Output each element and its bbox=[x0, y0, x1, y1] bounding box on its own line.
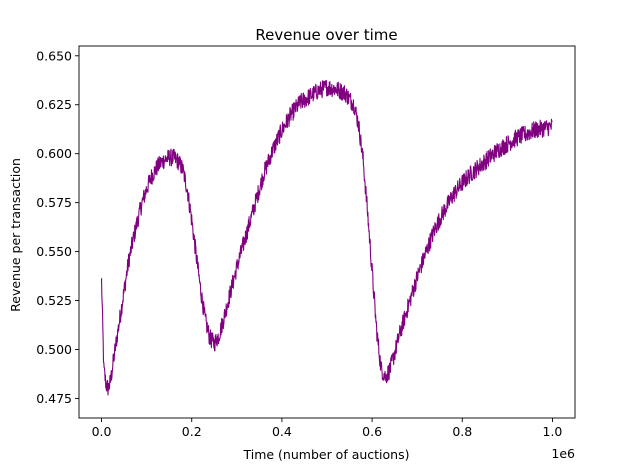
y-tick-label: 0.650 bbox=[36, 48, 72, 63]
x-axis-offset-label: 1e6 bbox=[551, 446, 575, 461]
x-tick-label: 0.2 bbox=[182, 424, 202, 439]
y-tick-label: 0.550 bbox=[36, 244, 72, 259]
x-tick-label: 0.4 bbox=[272, 424, 292, 439]
y-tick-label: 0.575 bbox=[36, 195, 72, 210]
y-tick-label: 0.525 bbox=[36, 293, 72, 308]
x-axis-label: Time (number of auctions) bbox=[242, 447, 409, 462]
y-axis: 0.475 0.500 0.525 0.550 0.575 0.600 0.625 0.650 bbox=[36, 48, 79, 406]
y-tick-label: 0.600 bbox=[36, 146, 72, 161]
x-tick-label: 1.0 bbox=[543, 424, 563, 439]
y-tick-label: 0.475 bbox=[36, 391, 72, 406]
y-axis-label: Revenue per transaction bbox=[8, 158, 23, 312]
x-axis: 0.0 0.2 0.4 0.6 0.8 1.0 bbox=[92, 418, 563, 439]
x-tick-label: 0.6 bbox=[362, 424, 382, 439]
plot-area bbox=[101, 79, 553, 396]
y-tick-label: 0.500 bbox=[36, 342, 72, 357]
x-tick-label: 0.8 bbox=[452, 424, 472, 439]
chart-title: Revenue over time bbox=[255, 26, 397, 44]
x-tick-label: 0.0 bbox=[92, 424, 112, 439]
plot-frame bbox=[78, 45, 576, 419]
series-line bbox=[101, 79, 553, 396]
y-tick-label: 0.625 bbox=[36, 97, 72, 112]
